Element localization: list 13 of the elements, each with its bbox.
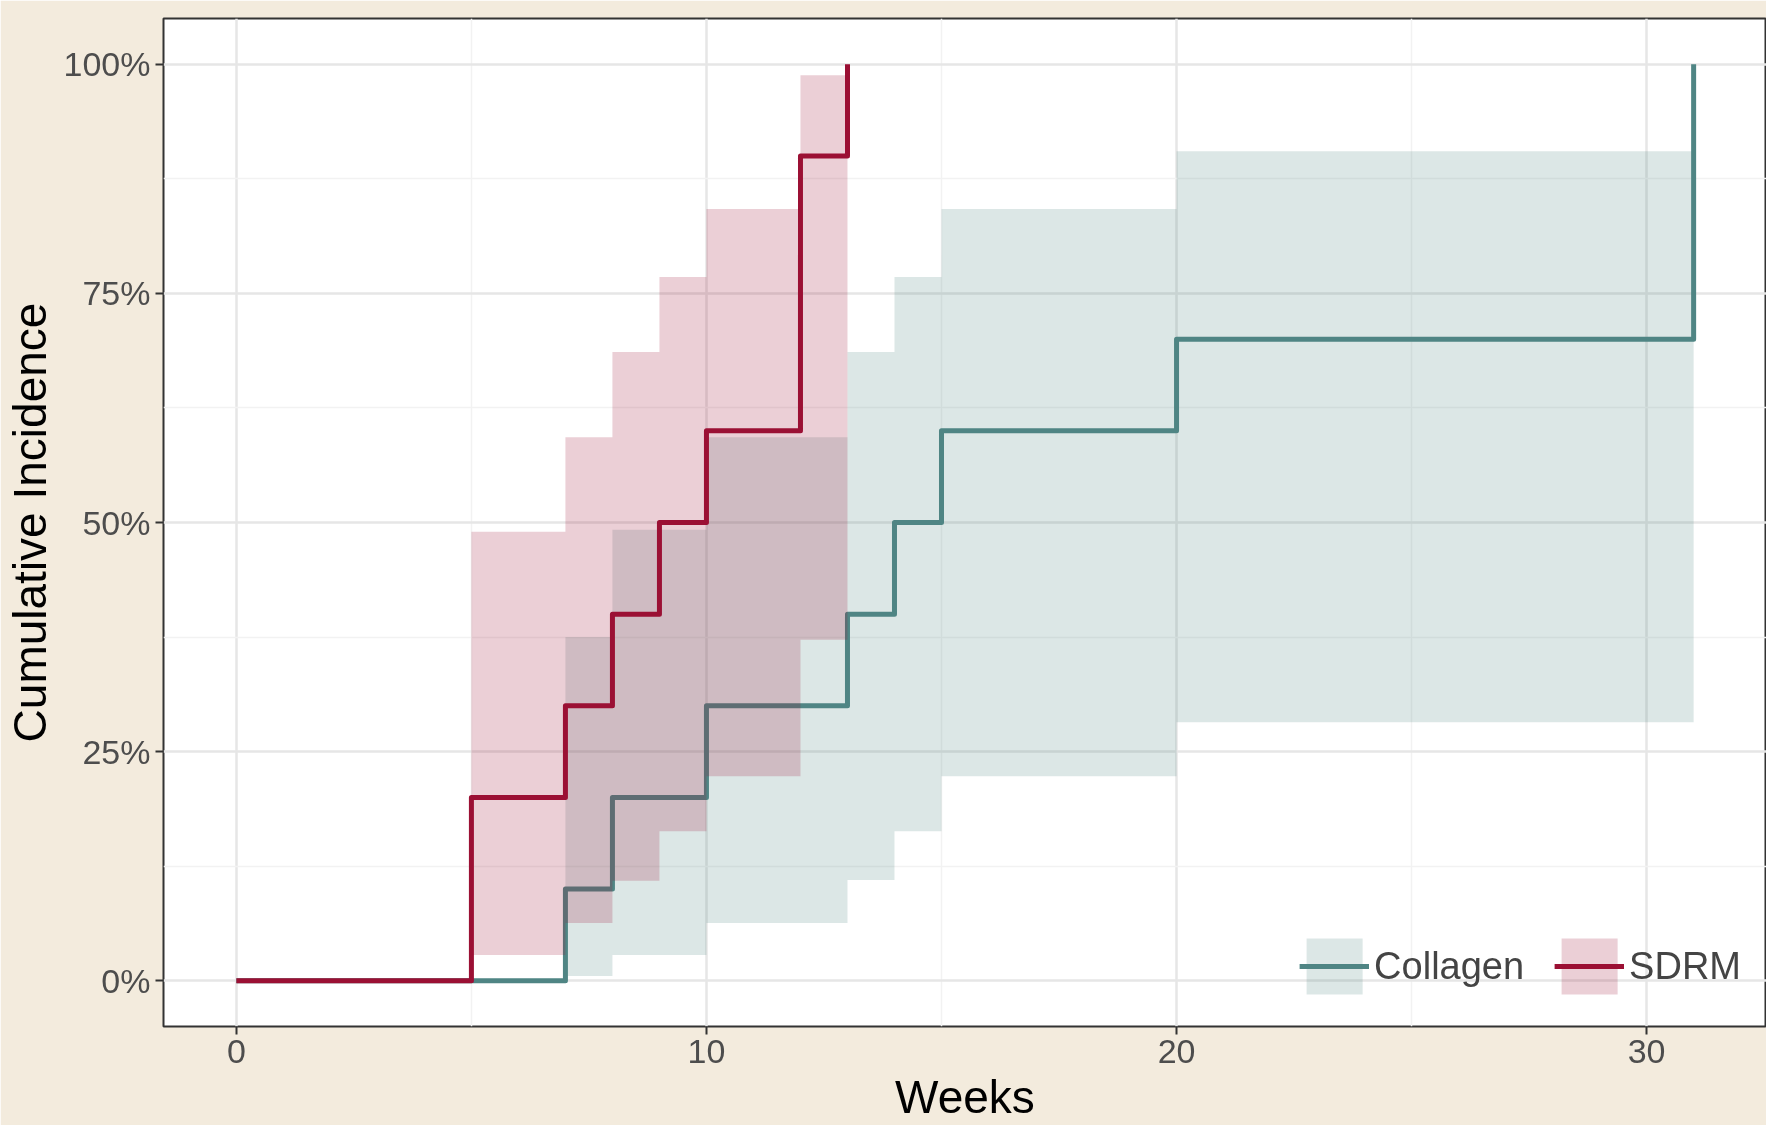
y-tick-label: 100% bbox=[63, 45, 151, 84]
legend-label: SDRM bbox=[1629, 944, 1741, 988]
y-tick-label: 25% bbox=[82, 732, 151, 771]
legend-label: Collagen bbox=[1374, 944, 1525, 988]
y-tick-label: 50% bbox=[82, 503, 151, 542]
x-axis-title: Weeks bbox=[895, 1070, 1035, 1123]
y-tick-label: 0% bbox=[101, 961, 151, 1000]
x-tick-label: 30 bbox=[1627, 1031, 1666, 1070]
x-tick-label: 10 bbox=[687, 1031, 726, 1070]
y-tick-label: 75% bbox=[82, 274, 151, 313]
y-axis-title: Cumulative Incidence bbox=[3, 302, 56, 743]
x-tick-label: 20 bbox=[1157, 1031, 1196, 1070]
x-tick-label: 0 bbox=[226, 1031, 246, 1070]
